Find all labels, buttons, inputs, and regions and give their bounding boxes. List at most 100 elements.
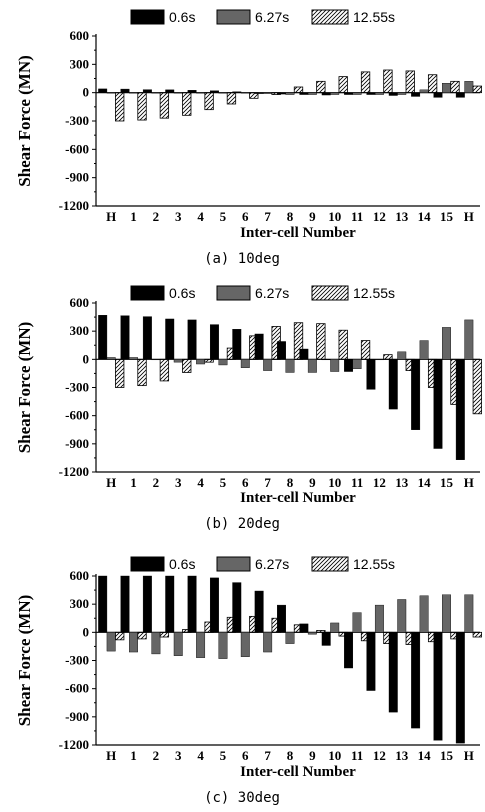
x-tick-label: 14 bbox=[418, 475, 432, 490]
y-tick-label: 0 bbox=[83, 351, 90, 366]
bar-series2-8 bbox=[285, 632, 295, 644]
bar-series2-7 bbox=[263, 632, 273, 653]
chart-panel-1: 0.6s 6.27s 12.55s 600 300 0 -300 -600 -900 -1200 H… bbox=[15, 9, 482, 267]
bar-series3-12 bbox=[383, 631, 393, 645]
bar-series2-6 bbox=[240, 359, 250, 368]
bar-series2-0 bbox=[106, 92, 116, 94]
bar-series3-13 bbox=[405, 358, 415, 371]
bar-series3-16 bbox=[472, 358, 482, 415]
x-tick-label: 2 bbox=[153, 475, 160, 490]
bar-series1-15 bbox=[433, 92, 443, 98]
bar-series3-15 bbox=[450, 631, 460, 640]
x-tick-label: 9 bbox=[309, 748, 316, 763]
bar-series2-13 bbox=[397, 92, 407, 95]
x-tick-label: 5 bbox=[220, 748, 227, 763]
x-tick-label: H bbox=[464, 475, 474, 490]
x-axis-title: Inter-cell Number bbox=[240, 490, 356, 506]
bar-series3-9 bbox=[316, 630, 326, 633]
bar-series1-4 bbox=[187, 90, 197, 93]
x-tick-label: H bbox=[464, 209, 474, 224]
bar-series1-0 bbox=[98, 575, 108, 633]
bar-series3-16 bbox=[472, 631, 482, 638]
panel-caption: (b) 20deg bbox=[204, 516, 280, 532]
bar-series3-2 bbox=[159, 631, 170, 638]
x-tick-label: 7 bbox=[264, 475, 271, 490]
y-tick-label: 600 bbox=[70, 568, 90, 583]
bar-series2-3 bbox=[173, 359, 183, 363]
bar-series3-7 bbox=[271, 326, 281, 360]
bar-series2-16 bbox=[464, 594, 474, 633]
x-tick-label: 13 bbox=[395, 748, 409, 763]
bar-series3-5 bbox=[226, 347, 237, 360]
legend-label-1: 0.6s bbox=[169, 9, 195, 25]
bar-series1-5 bbox=[209, 324, 219, 360]
y-tick-label: -300 bbox=[65, 380, 89, 395]
bar-series1-4 bbox=[187, 575, 197, 633]
bar-series2-10 bbox=[330, 92, 340, 95]
bar-series2-6 bbox=[240, 632, 250, 657]
y-tick-label: -600 bbox=[65, 681, 89, 696]
bar-series1-3 bbox=[165, 318, 175, 360]
legend-label-3: 12.55s bbox=[353, 9, 395, 25]
bar-series3-14 bbox=[427, 74, 438, 94]
bar-series3-6 bbox=[249, 335, 259, 360]
x-tick-label: 8 bbox=[287, 475, 294, 490]
bar-series3-3 bbox=[182, 358, 192, 373]
bar-series3-4 bbox=[204, 621, 214, 633]
x-tick-label: 9 bbox=[309, 209, 316, 224]
bar-series3-2 bbox=[159, 358, 170, 382]
bar-series1-1 bbox=[120, 315, 130, 360]
x-tick-label: 1 bbox=[130, 475, 137, 490]
bar-series1-13 bbox=[388, 359, 398, 410]
legend: 0.6s 6.27s 12.55s bbox=[130, 556, 395, 572]
x-tick-label: 10 bbox=[328, 475, 341, 490]
x-tick-label: 7 bbox=[264, 748, 271, 763]
legend-swatch-2 bbox=[216, 285, 251, 301]
x-tick-label: H bbox=[464, 748, 474, 763]
x-tick-label: 6 bbox=[242, 209, 249, 224]
x-tick-label: 6 bbox=[242, 475, 249, 490]
bar-series2-15 bbox=[442, 327, 451, 360]
bar-series3-13 bbox=[405, 631, 415, 645]
x-tick-label: 2 bbox=[153, 209, 160, 224]
bar-series1-11 bbox=[344, 632, 354, 669]
bar-series1-6 bbox=[232, 582, 242, 633]
bar-series2-7 bbox=[263, 359, 273, 371]
bar-series3-0 bbox=[115, 631, 125, 641]
legend-swatch-1 bbox=[130, 285, 165, 301]
bar-series3-7 bbox=[271, 92, 281, 95]
y-tick-label: -900 bbox=[65, 436, 89, 451]
bar-series1-14 bbox=[411, 92, 421, 97]
bar-series1-12 bbox=[366, 632, 376, 691]
y-tick-label: 0 bbox=[83, 85, 90, 100]
x-tick-label: 4 bbox=[197, 209, 204, 224]
bar-series1-15 bbox=[433, 632, 443, 741]
bar-series3-11 bbox=[360, 340, 371, 360]
bar-series2-9 bbox=[307, 632, 317, 635]
x-tick-label: 15 bbox=[440, 748, 454, 763]
legend-swatch-1 bbox=[130, 556, 165, 572]
bar-series1-12 bbox=[366, 359, 376, 390]
bar-series3-8 bbox=[293, 322, 304, 360]
x-tick-label: 1 bbox=[130, 748, 137, 763]
bar-series3-1 bbox=[137, 631, 147, 640]
bar-series3-5 bbox=[226, 92, 237, 105]
chart-panel-2: 0.6s 6.27s 12.55s 600 300 0 -300 -600 -900 -1200 H… bbox=[15, 285, 482, 532]
bar-series3-14 bbox=[427, 631, 438, 643]
x-tick-label: 5 bbox=[220, 209, 227, 224]
bar-series3-0 bbox=[115, 92, 125, 122]
x-tick-label: 11 bbox=[351, 748, 363, 763]
x-tick-label: 13 bbox=[395, 475, 409, 490]
x-tick-label: 4 bbox=[197, 475, 204, 490]
bar-series2-2 bbox=[151, 359, 161, 361]
y-axis-title: Shear Force (MN) bbox=[15, 595, 34, 727]
bar-series1-6 bbox=[232, 329, 242, 360]
bar-series1-11 bbox=[344, 359, 354, 372]
legend-label-3: 12.55s bbox=[353, 556, 395, 572]
y-tick-label: -300 bbox=[65, 653, 89, 668]
bar-series1-2 bbox=[142, 89, 152, 93]
bar-series2-2 bbox=[151, 92, 161, 94]
bar-series3-11 bbox=[360, 71, 371, 94]
x-tick-label: 3 bbox=[175, 209, 182, 224]
